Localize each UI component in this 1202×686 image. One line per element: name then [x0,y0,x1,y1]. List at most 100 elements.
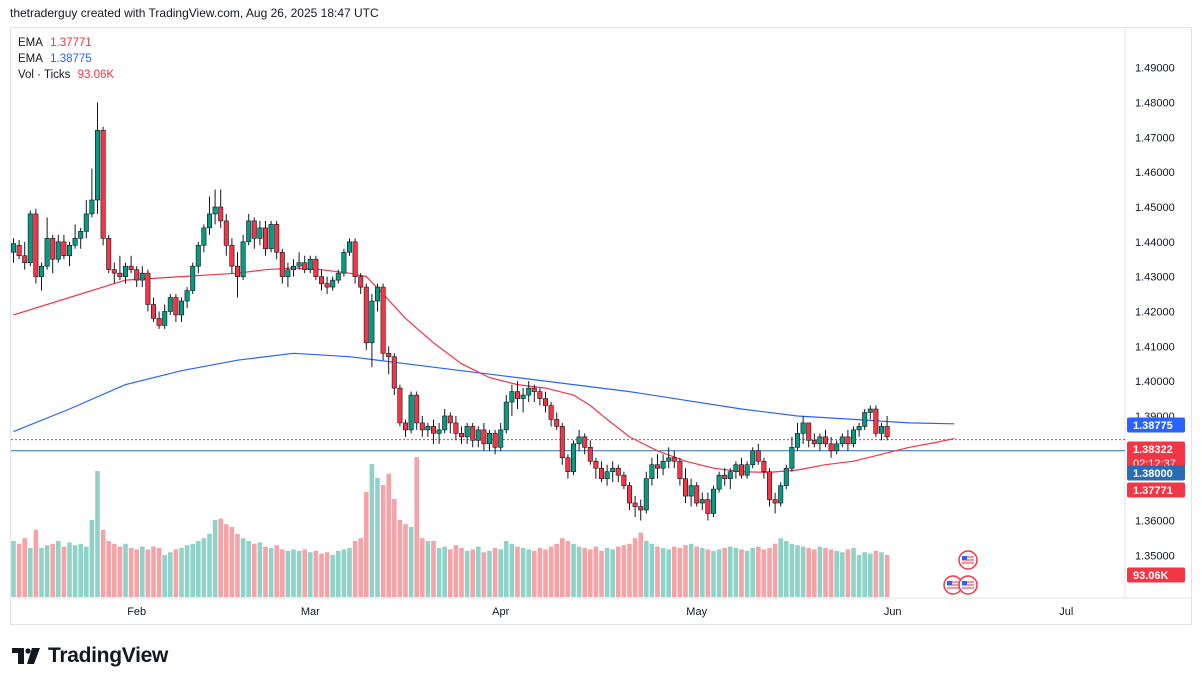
candle [111,262,117,284]
candle [78,227,84,249]
volume-bar [728,546,733,597]
candle-body [722,474,728,479]
candle [677,457,683,486]
volume-bar [16,543,22,597]
candle [279,248,285,284]
volume-bar [324,552,330,597]
candle [285,262,291,288]
candle [559,422,565,465]
candle [878,422,884,441]
candle [302,255,308,274]
volume-bar [414,457,419,597]
candle-body [559,426,565,459]
candle [369,294,375,368]
volume-bar [442,546,447,597]
candle [274,220,280,260]
candle-body [128,265,134,270]
candle [296,252,302,270]
candle-body [744,464,750,476]
candle-body [162,311,168,326]
volume-bar [582,548,587,597]
us-flag-event-icon[interactable] [958,550,978,570]
candle [218,189,224,228]
volume-bar [190,543,195,597]
candle-body [318,276,324,284]
tradingview-logo[interactable]: TradingView [12,644,168,668]
candle-body [369,300,375,344]
legend-ema-fast[interactable]: EMA 1.37771 [18,35,114,51]
candle-body [55,241,61,260]
candle-body [95,130,101,201]
candle [593,457,599,479]
candle [873,405,879,437]
legend-ema-fast-value: 1.37771 [50,37,92,49]
candle [117,255,123,281]
candle-body [470,426,476,441]
volume-bar [352,541,358,597]
candle [391,353,397,396]
candle-body [44,238,50,267]
volume-bar [621,545,627,597]
time-tick-label: Feb [127,606,146,618]
candle [195,241,201,274]
volume-bar [599,550,604,597]
candle [755,443,761,465]
candle [682,468,688,504]
volume-bar [487,550,492,597]
volume-bar [397,520,403,597]
candle-body [738,464,744,476]
volume-bar [784,541,789,597]
volume-bar [386,473,391,597]
candle-body [453,422,459,434]
volume-bar [554,543,559,597]
candle-body [716,474,722,490]
candle-body [873,408,879,434]
volume-bar [392,499,397,597]
candle [106,234,112,274]
volume-bar [196,541,201,597]
volume-bar [879,552,884,597]
candle-body [481,429,487,445]
price-label-badge: 1.37771 [1127,482,1185,498]
candle-body [682,478,688,497]
candle [100,126,106,246]
candle-body [632,502,638,507]
volume-bar [408,527,414,597]
volume-bar [492,548,498,597]
candle-body [537,391,543,399]
candles [11,102,890,521]
candle-body [677,460,683,479]
badge-text: 1.38000 [1133,468,1173,480]
volume-bar [632,538,638,597]
candle-body [363,286,369,344]
candle-body [850,429,856,445]
candle [307,255,313,274]
candle [649,457,655,486]
time-axis: FebMarAprMayJunJulAugSepOct [127,606,1073,618]
candle [61,234,67,260]
volume-bar [711,550,716,597]
candle [335,269,341,284]
us-flag-event-icon[interactable] [958,575,978,595]
candle-body [374,286,380,302]
candle-body [218,206,224,222]
candle-body [83,213,89,232]
candle [408,391,414,434]
candle-body [649,464,655,479]
legend-ema-slow[interactable]: EMA 1.38775 [18,51,114,67]
candle [520,388,526,413]
candle [750,447,756,469]
badge-text: 1.38775 [1133,420,1173,432]
volume-bar [285,550,291,597]
indicator-lines [11,267,1125,474]
candle [352,238,358,284]
us-flag-event-icon[interactable] [943,575,963,595]
candle [374,283,380,312]
legend-volume[interactable]: Vol · Ticks 93.06K [18,67,114,83]
volume-bar [168,552,173,597]
volume-bar [280,549,285,597]
candle [531,384,537,403]
volume-bar [565,541,571,597]
volume-bar [100,529,106,597]
